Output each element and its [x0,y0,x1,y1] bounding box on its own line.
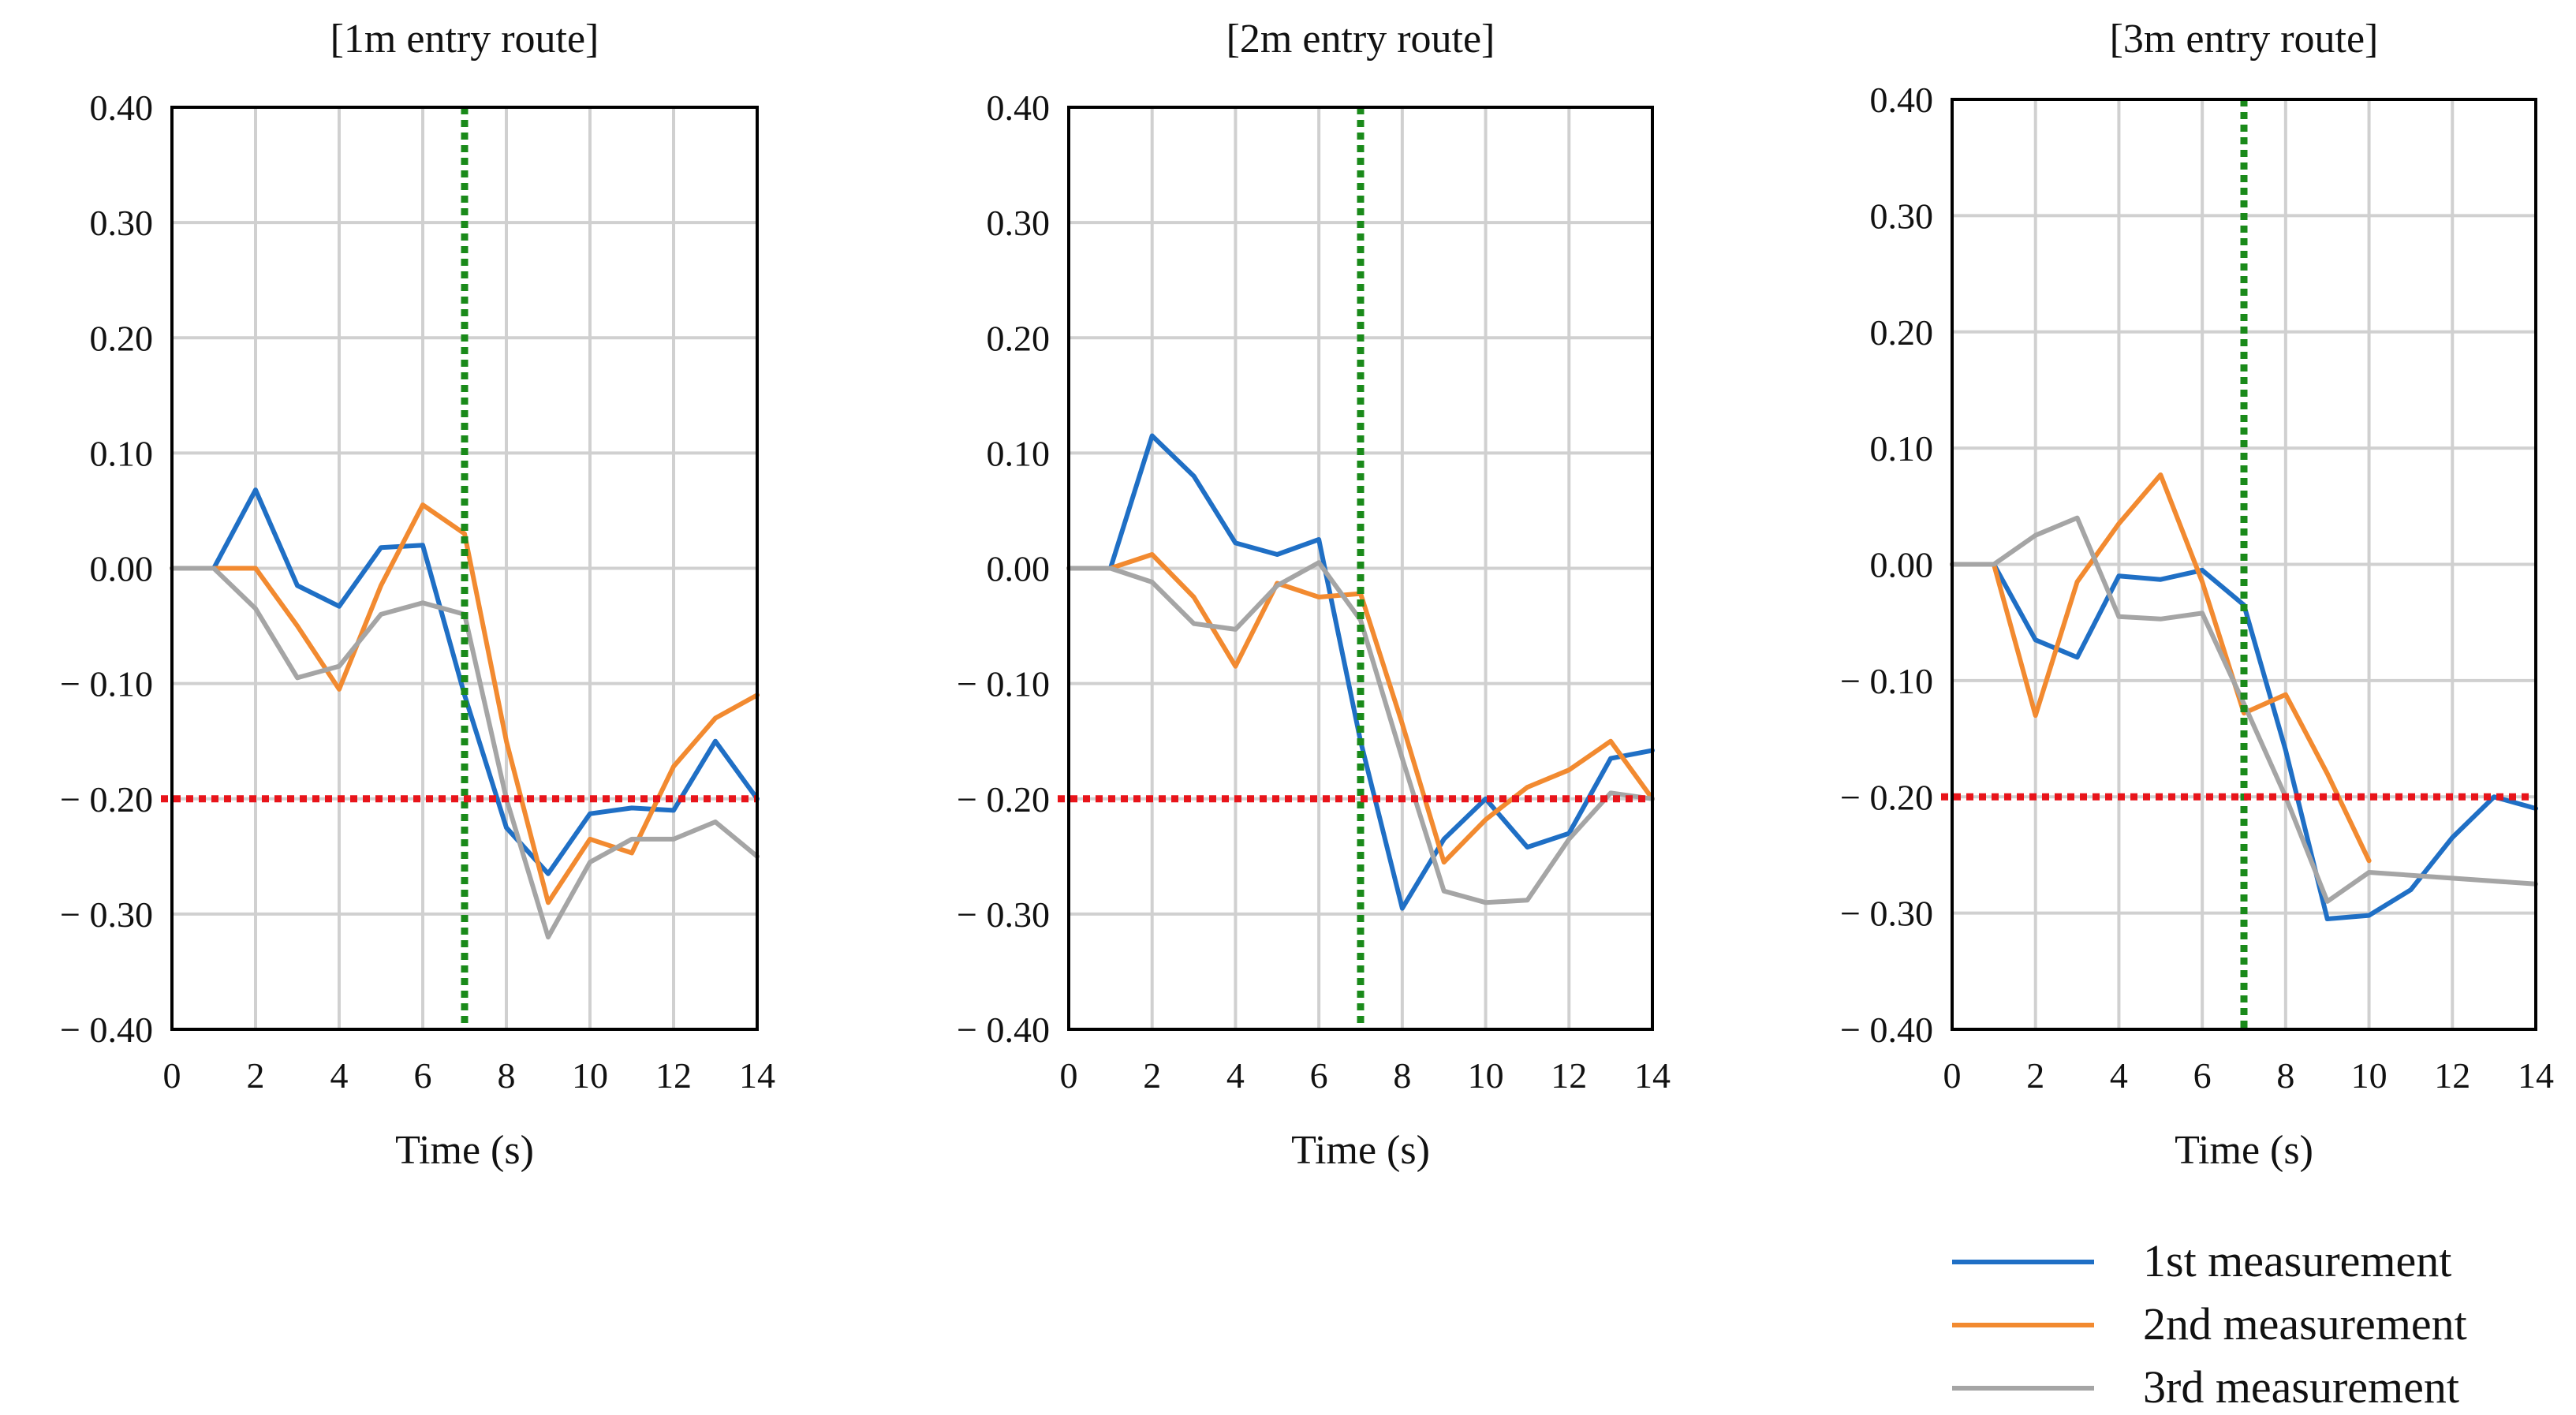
x-tick-label: 2 [2026,1055,2044,1096]
chart-title: [1m entry route] [330,17,599,62]
chart-panel-1: [1m entry route] 0.40 0.30 0.20 0.10 0.00 − 0.… [60,17,775,1173]
y-tick-label: 0.40 [90,88,154,128]
chart-title: [3m entry route] [2110,17,2379,62]
x-tick-label: 12 [1551,1055,1587,1096]
y-tick-label: − 0.30 [1840,894,1933,934]
x-tick-label: 0 [1943,1055,1962,1096]
legend-label-3: 3rd measurement [2143,1361,2459,1413]
y-tick-label: 0.00 [987,549,1051,589]
x-axis-label: Time (s) [1291,1128,1430,1173]
series-line-3 [1950,515,2538,904]
y-tick-label: 0.00 [1870,545,1934,585]
y-tick-label: − 0.30 [957,894,1050,935]
x-tick-label: 12 [655,1055,692,1096]
y-tick-label: − 0.40 [60,1010,153,1050]
y-tick-label: 0.30 [987,203,1051,243]
y-tick-label: − 0.20 [1840,777,1933,817]
plot-frame [1067,106,1654,1031]
y-tick-label: − 0.20 [957,779,1050,820]
x-tick-label: 10 [2351,1055,2387,1096]
y-tick-label: 0.40 [987,88,1051,128]
x-tick-label: 8 [2276,1055,2294,1096]
x-tick-label: 6 [414,1055,432,1096]
legend-label-2: 2nd measurement [2143,1298,2467,1350]
series-line-1 [1066,433,1655,911]
y-tick-label: − 0.10 [60,664,153,704]
legend: 1st measurement 2nd measurement 3rd measur… [1952,1235,2467,1413]
chart-title: [2m entry route] [1226,17,1495,62]
y-tick-label: 0.20 [1870,312,1934,353]
y-tick-label: 0.40 [1870,80,1934,120]
y-tick-label: − 0.40 [1840,1010,1933,1050]
series-line-3 [1066,560,1655,905]
x-axis-label: Time (s) [2175,1128,2313,1173]
y-tick-label: 0.10 [1870,428,1934,469]
x-tick-label: 6 [1310,1055,1328,1096]
x-tick-label: 0 [163,1055,181,1096]
legend-label-1: 1st measurement [2143,1235,2451,1286]
y-tick-label: 0.10 [90,433,154,473]
y-tick-label: − 0.20 [60,779,153,820]
plot-frame [170,106,759,1031]
x-tick-label: 14 [739,1055,775,1096]
x-tick-label: 0 [1060,1055,1078,1096]
x-tick-label: 2 [1143,1055,1161,1096]
plot-frame [1951,98,2537,1031]
y-tick-label: − 0.40 [957,1010,1050,1050]
series-line-2 [1950,472,2372,864]
x-tick-label: 14 [1634,1055,1671,1096]
chart-panel-3: [3m entry route] 0.40 0.30 0.20 0.10 0.00 − 0.… [1840,17,2554,1173]
x-axis-label: Time (s) [395,1128,534,1173]
chart-panel-2: [2m entry route] 0.40 0.30 0.20 0.10 0.00 − 0.… [957,17,1671,1173]
x-tick-label: 4 [1226,1055,1245,1096]
y-tick-label: − 0.30 [60,894,153,935]
x-tick-label: 14 [2518,1055,2554,1096]
y-tick-label: 0.30 [90,203,154,243]
x-tick-label: 10 [572,1055,608,1096]
y-tick-label: − 0.10 [1840,661,1933,701]
x-tick-label: 8 [1393,1055,1411,1096]
y-tick-label: 0.20 [90,318,154,358]
x-tick-label: 8 [498,1055,516,1096]
series-line-1 [170,487,760,876]
y-tick-label: 0.30 [1870,196,1934,236]
x-tick-label: 4 [330,1055,349,1096]
x-tick-label: 6 [2193,1055,2212,1096]
x-tick-label: 10 [1468,1055,1504,1096]
y-tick-label: 0.20 [987,318,1051,358]
y-tick-label: − 0.10 [957,664,1050,704]
y-tick-label: 0.00 [90,549,154,589]
y-tick-label: 0.10 [987,433,1051,473]
x-tick-label: 4 [2110,1055,2128,1096]
x-tick-label: 12 [2434,1055,2470,1096]
x-tick-label: 2 [247,1055,265,1096]
